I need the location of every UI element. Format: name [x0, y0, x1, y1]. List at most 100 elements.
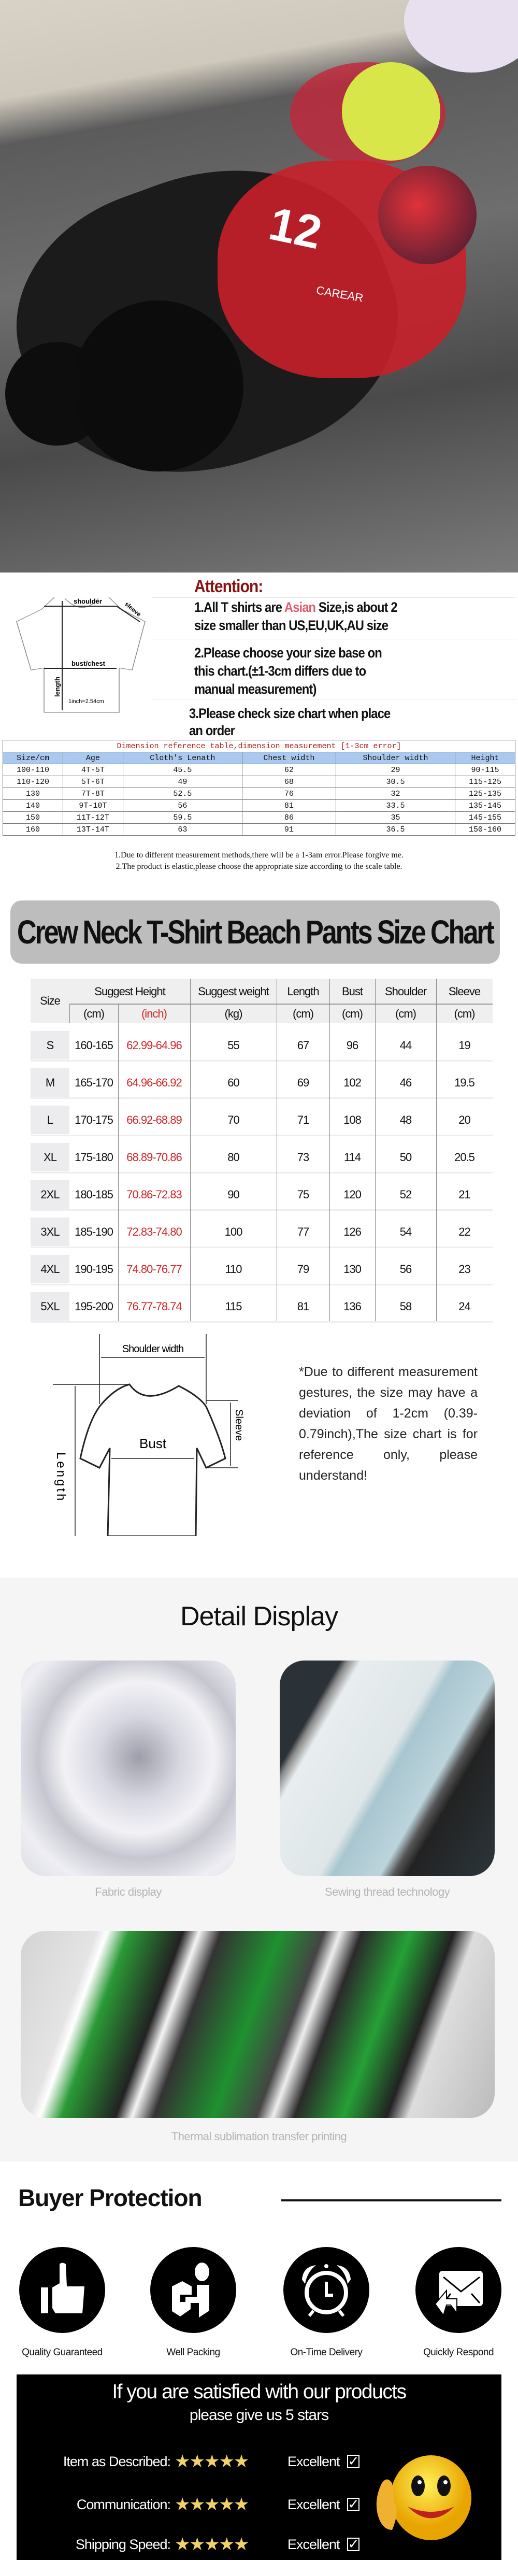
- table-cell: 11T-12T: [62, 811, 123, 824]
- table-cell: 77: [297, 1225, 309, 1238]
- table-cell: 75: [297, 1187, 309, 1201]
- unit-cell: (cm): [375, 1005, 436, 1023]
- table-cell: 7T-8T: [62, 788, 123, 800]
- table-cell: 69: [297, 1076, 309, 1089]
- table-cell: 60: [227, 1076, 239, 1089]
- size-chart-title-banner: Crew Neck T-Shirt Beach Pants Size Chart: [10, 900, 500, 964]
- table-cell: 33.5: [335, 799, 455, 812]
- table-cell: 91: [241, 823, 336, 836]
- banner-line-1: If you are satisfied with our products: [112, 2381, 407, 2403]
- table-row: 100-110 4T-5T 45.5 62 29 90-115: [3, 764, 516, 776]
- header-cell: Chest width: [241, 752, 336, 764]
- table-cell: 9T-10T: [62, 799, 123, 812]
- table-cell: 23: [458, 1262, 470, 1276]
- table-cell: 170-175: [75, 1113, 113, 1126]
- table-cell: 56: [122, 799, 242, 812]
- rating-label: Shipping Speed:: [75, 2536, 171, 2552]
- rating-label: Communication:: [76, 2496, 171, 2512]
- table-cell: 62.99-64.96: [126, 1038, 182, 1052]
- table-cell: 125-135: [454, 788, 516, 800]
- unit-cell: (cm): [436, 1005, 493, 1023]
- dimension-note-1: 1.Due to different measurement methods,t…: [114, 851, 404, 860]
- size-deviation-note: *Due to different measurement gestures, …: [299, 1365, 478, 1483]
- header-bust: Bust: [329, 979, 375, 1004]
- tshirt-measure-diagram: shoulder sleeve bust/chest length 1inch=…: [16, 597, 146, 713]
- diagram-bust-label: bust/chest: [71, 660, 106, 667]
- table-cell: 49: [122, 776, 242, 788]
- size-label: 3XL: [31, 1218, 69, 1246]
- table-cell: 4T-5T: [62, 764, 123, 776]
- table-cell: 46: [399, 1076, 412, 1089]
- table-cell: 22: [458, 1225, 470, 1238]
- dimension-note-2: 2.The product is elastic,please choose t…: [116, 862, 402, 871]
- rating-value: Excellent: [287, 2453, 340, 2469]
- sublimation-caption: Thermal sublimation transfer printing: [171, 2130, 347, 2143]
- size-label: 2XL: [31, 1180, 69, 1209]
- diagram-length-label: Length: [54, 1452, 68, 1502]
- table-cell: 74.80-76.77: [126, 1262, 182, 1276]
- table-cell: 62: [241, 764, 336, 776]
- alarm-clock-icon: [283, 2247, 369, 2333]
- detail-display-section: Detail Display Fabric display Sewing thr…: [0, 1578, 518, 2162]
- table-cell: 96: [346, 1038, 358, 1052]
- diagram-shoulder-width-label: Shoulder width: [122, 1343, 183, 1355]
- header-sleeve: Sleeve: [436, 979, 493, 1004]
- detail-title: Detail Display: [180, 1601, 338, 1632]
- size-label: L: [31, 1106, 69, 1134]
- table-cell: 150: [3, 811, 63, 824]
- table-cell: 140: [3, 799, 63, 812]
- table-cell: 20.5: [454, 1150, 475, 1164]
- tshirt-size-diagram: Shoulder width Sleeve Bust Length: [53, 1334, 244, 1536]
- table-row: 160 13T-14T 63 91 36.5 150-160: [3, 823, 516, 836]
- table-cell: 29: [335, 764, 455, 776]
- package-icon: [150, 2247, 236, 2333]
- header-divider: [69, 1004, 493, 1005]
- quality-guaranteed-label: Quality Guaranteed: [22, 2347, 103, 2358]
- table-cell: 165-170: [75, 1076, 113, 1089]
- photo-rider-number: 12: [264, 197, 326, 260]
- table-row: 150 11T-12T 59.5 86 35 145-155: [3, 811, 516, 824]
- table-cell: 185-190: [75, 1225, 113, 1238]
- unit-cell: (cm): [277, 1005, 329, 1023]
- table-cell: 59.5: [122, 811, 242, 824]
- rating-row: Shipping Speed: ★★★★★ Excellent ✓: [17, 2534, 369, 2555]
- table-cell: 100-110: [3, 764, 63, 776]
- table-cell: 160: [3, 823, 63, 836]
- divider: [152, 597, 515, 598]
- table-cell: 35: [335, 811, 455, 824]
- buyer-protection-title: Buyer Protection: [18, 2184, 203, 2211]
- table-cell: 180-185: [75, 1187, 113, 1201]
- table-cell: 108: [343, 1113, 362, 1126]
- attention-line-2a: 2.Please choose your size base on: [194, 645, 382, 661]
- attention-line-3b: an order: [189, 723, 235, 738]
- row-divider: [31, 1097, 493, 1099]
- table-cell: 110-120: [3, 776, 63, 788]
- table-cell: 79: [297, 1262, 309, 1276]
- header-suggest-weight: Suggest weight: [190, 979, 277, 1004]
- unit-cell: (cm): [329, 1005, 375, 1023]
- table-cell: 175-180: [75, 1150, 113, 1164]
- row-divider: [31, 1172, 493, 1173]
- table-cell: 56: [399, 1262, 412, 1276]
- table-cell: 160-165: [75, 1038, 113, 1052]
- table-cell: 70.86-72.83: [126, 1187, 182, 1201]
- sewing-caption: Sewing thread technology: [324, 1885, 450, 1898]
- attention-section: shoulder sleeve bust/chest length 1inch=…: [0, 573, 518, 883]
- table-cell: 68: [241, 776, 336, 788]
- table-cell: 72.83-74.80: [126, 1225, 182, 1238]
- table-cell: 114: [343, 1150, 361, 1164]
- table-cell: 58: [399, 1299, 412, 1313]
- table-cell: 135-145: [454, 799, 516, 812]
- dimension-reference-table: Dimension reference table,dimension meas…: [3, 740, 516, 836]
- size-label: 5XL: [31, 1292, 69, 1321]
- table-cell: 86: [241, 811, 336, 824]
- table-cell: 120: [343, 1187, 362, 1201]
- rating-value: Excellent: [287, 2496, 340, 2512]
- table-cell: 32: [335, 788, 455, 800]
- header-suggest-height: Suggest Height: [69, 979, 190, 1004]
- attention-title: Attention:: [194, 577, 263, 596]
- table-cell: 52: [399, 1187, 412, 1201]
- table-cell: 45.5: [122, 764, 242, 776]
- table-cell: 100: [224, 1225, 243, 1238]
- checkbox-checked-icon: ✓: [347, 2536, 359, 2552]
